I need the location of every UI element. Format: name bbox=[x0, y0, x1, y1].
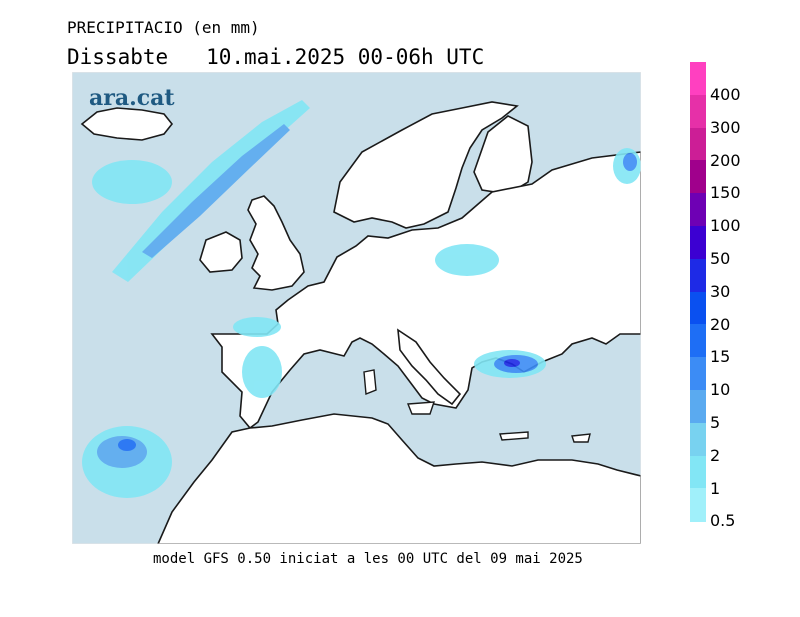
precipitation-map bbox=[72, 72, 641, 544]
sicily bbox=[406, 401, 435, 415]
model-run-info: model GFS 0.50 iniciat a les 00 UTC del … bbox=[153, 551, 583, 567]
scale-label-100: 100 bbox=[710, 216, 741, 236]
scale-label-10: 10 bbox=[710, 380, 731, 400]
north-africa bbox=[157, 413, 641, 544]
scale-label-300: 300 bbox=[710, 117, 741, 137]
scale-swatch-20 bbox=[690, 291, 706, 325]
scale-label-50: 50 bbox=[710, 249, 731, 268]
scale-label-0.5: 0.5 bbox=[710, 511, 736, 531]
scale-swatch-10 bbox=[690, 357, 706, 391]
scandinavia bbox=[333, 101, 519, 229]
period-title: Dissabte 10.mai.2025 00-06h UTC bbox=[67, 45, 485, 69]
scale-swatch-5 bbox=[690, 390, 706, 424]
scale-label-150: 150 bbox=[710, 183, 741, 203]
precipitation-field bbox=[82, 100, 641, 498]
sardinia bbox=[363, 369, 377, 395]
scale-swatch-100 bbox=[690, 193, 706, 227]
scale-swatch-150 bbox=[690, 160, 706, 194]
scale-label-200: 200 bbox=[710, 150, 741, 170]
scale-swatch-30 bbox=[690, 258, 706, 293]
scale-swatch-400 bbox=[690, 62, 706, 96]
scale-swatch-0.5 bbox=[690, 488, 706, 522]
scale-label-5: 5 bbox=[710, 413, 721, 432]
scale-label-30: 30 bbox=[710, 281, 731, 301]
crete bbox=[499, 431, 529, 441]
scale-swatch-50 bbox=[690, 226, 706, 260]
map-canvas bbox=[72, 72, 641, 544]
scale-swatch-15 bbox=[690, 324, 706, 358]
finland bbox=[473, 115, 533, 195]
ireland bbox=[199, 231, 243, 273]
precipitation-color-scale bbox=[690, 62, 706, 522]
scale-swatch-300 bbox=[690, 94, 706, 129]
scale-swatch-2 bbox=[690, 422, 706, 457]
great-britain bbox=[247, 195, 305, 291]
iceland bbox=[80, 107, 174, 141]
aracat-logo[interactable]: ara.cat bbox=[89, 85, 175, 111]
scale-label-1: 1 bbox=[710, 478, 721, 498]
scale-label-20: 20 bbox=[710, 314, 731, 334]
italy bbox=[397, 328, 462, 406]
scale-swatch-1 bbox=[690, 455, 706, 489]
cyprus bbox=[571, 433, 591, 443]
scale-swatch-200 bbox=[690, 127, 706, 161]
scale-label-15: 15 bbox=[710, 347, 731, 367]
scale-label-2: 2 bbox=[710, 445, 721, 465]
scale-label-400: 400 bbox=[710, 85, 741, 104]
variable-title: PRECIPITACIO (en mm) bbox=[67, 18, 260, 37]
